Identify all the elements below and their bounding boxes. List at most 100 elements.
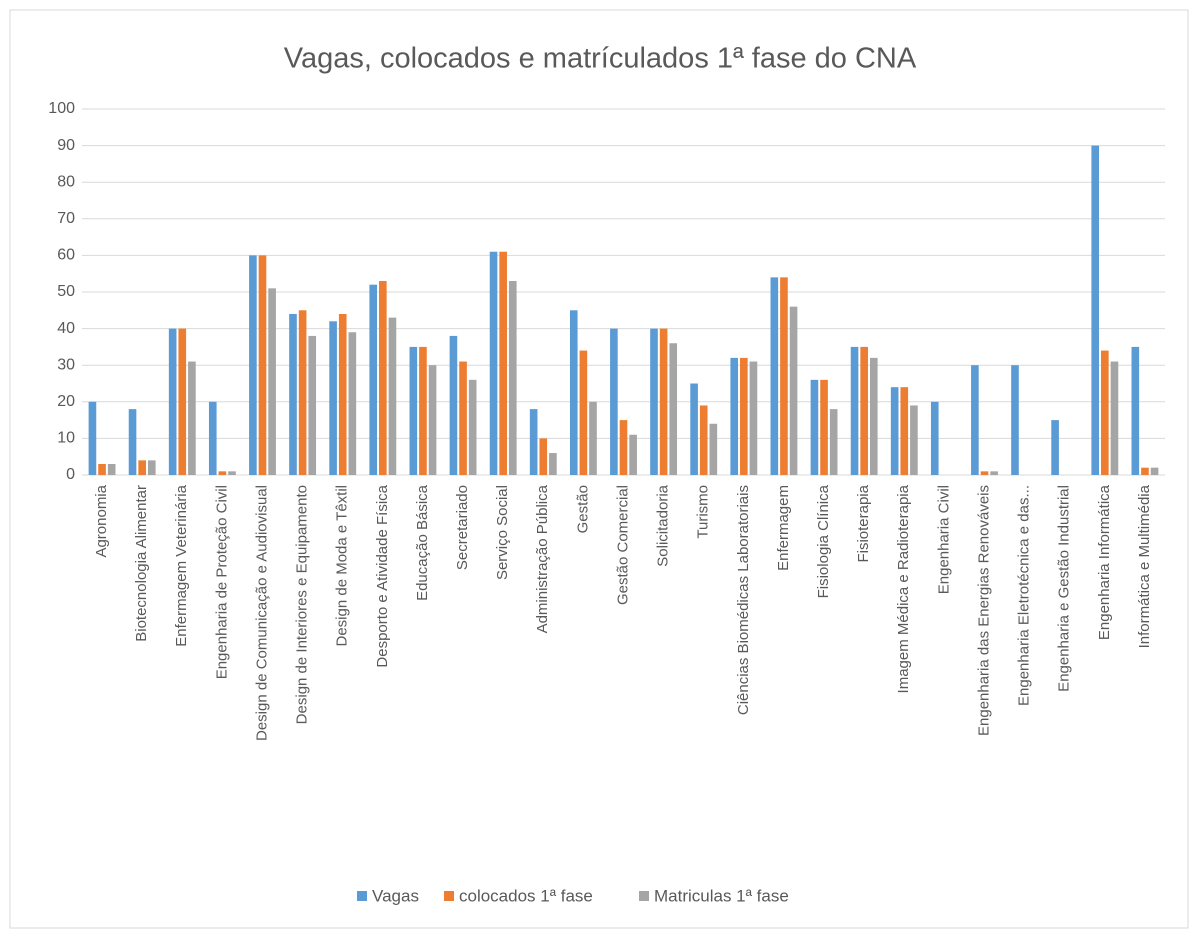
- bar: [138, 460, 146, 475]
- y-tick-label: 80: [57, 173, 75, 190]
- bar: [168, 328, 177, 475]
- x-tick-label: Administração Pública: [534, 484, 551, 633]
- bar: [650, 328, 658, 475]
- bar: [258, 255, 267, 475]
- bar: [1101, 350, 1109, 475]
- y-tick-label: 60: [57, 247, 75, 264]
- bar: [789, 306, 798, 475]
- bar: [930, 401, 939, 475]
- bar: [740, 357, 748, 475]
- y-tick-label: 50: [57, 283, 75, 300]
- x-tick-label: Design de Moda e Têxtil: [334, 485, 351, 646]
- bar: [459, 361, 467, 475]
- chart-frame: [9, 9, 1189, 929]
- y-tick-label: 100: [48, 100, 75, 117]
- x-tick-label: Serviço Social: [494, 485, 511, 580]
- bar: [549, 453, 557, 475]
- bar: [850, 346, 859, 475]
- x-tick-label: Enfermagem Veterinária: [173, 484, 190, 646]
- bar: [971, 365, 979, 475]
- bar: [289, 313, 297, 475]
- bar: [669, 343, 678, 475]
- bar: [249, 255, 257, 475]
- bar: [499, 251, 507, 475]
- bar: [990, 471, 998, 475]
- x-tick-label: Desporto e Atividade Física: [374, 484, 391, 667]
- x-tick-label: Solicitadoria: [655, 484, 672, 566]
- bar: [810, 379, 819, 475]
- y-tick-label: 20: [57, 393, 75, 410]
- bar: [539, 438, 548, 475]
- bar: [348, 332, 357, 475]
- bar: [820, 379, 828, 475]
- x-tick-label: Fisiologia Clínica: [815, 484, 832, 598]
- x-tick-label: Fisioterapia: [855, 484, 872, 562]
- x-tick-label: Engenharia Eletrotécnica e das...: [1016, 485, 1033, 706]
- x-tick-label: Design de Comunicação e Audiovisual: [253, 485, 270, 741]
- x-tick-label: Imagem Médica e Radioterapia: [895, 484, 912, 693]
- bar: [1141, 467, 1149, 475]
- bar: [147, 460, 156, 475]
- bar: [298, 310, 307, 475]
- x-tick-label: Engenharia e Gestão Industrial: [1056, 485, 1073, 692]
- bar: [338, 313, 347, 475]
- y-tick-label: 30: [57, 356, 75, 373]
- bar: [529, 409, 538, 475]
- bar: [730, 357, 739, 475]
- bar: [1150, 467, 1159, 475]
- legend-label: Vagas: [372, 886, 419, 905]
- bar: [890, 387, 899, 475]
- bar: [690, 383, 698, 475]
- bar: [699, 405, 708, 475]
- x-tick-label: Agronomia: [93, 484, 110, 557]
- x-tick-label: Engenharia Civil: [935, 485, 952, 594]
- x-tick-label: Engenharia Informática: [1096, 484, 1113, 640]
- bar: [629, 434, 637, 475]
- bar: [1110, 361, 1119, 475]
- bar: [188, 361, 196, 475]
- bar: [569, 310, 578, 475]
- x-tick-label: Ciências Biomédicas Laboratoriais: [735, 485, 752, 715]
- y-tick-label: 0: [66, 466, 75, 483]
- bar: [1131, 346, 1140, 475]
- bar: [98, 464, 106, 475]
- bar: [409, 346, 418, 475]
- bar: [619, 420, 628, 475]
- bar: [659, 328, 668, 475]
- bar: [1011, 365, 1019, 475]
- x-tick-label: Engenharia de Proteção Civil: [213, 485, 230, 679]
- bar: [829, 409, 838, 475]
- y-tick-label: 70: [57, 210, 75, 227]
- bar: [468, 379, 477, 475]
- bar: [107, 464, 116, 475]
- legend-swatch: [639, 891, 649, 901]
- bar: [329, 321, 337, 475]
- bar: [208, 401, 217, 475]
- x-tick-label: Secretariado: [454, 485, 471, 570]
- legend-swatch: [357, 891, 367, 901]
- bar: [749, 361, 758, 475]
- bar: [268, 288, 276, 475]
- bar: [308, 335, 317, 475]
- bar: [980, 471, 989, 475]
- y-tick-label: 40: [57, 320, 75, 337]
- chart-title: Vagas, colocados e matrículados 1ª fase …: [284, 43, 917, 75]
- bar: [770, 277, 779, 475]
- bar: [128, 409, 137, 475]
- bar: [379, 281, 387, 475]
- bar: [489, 251, 498, 475]
- bar: [428, 365, 437, 475]
- bar: [1051, 420, 1059, 475]
- bar: [860, 346, 868, 475]
- bar: [589, 401, 597, 475]
- bar: [449, 335, 458, 475]
- legend-swatch: [444, 891, 454, 901]
- bar: [900, 387, 909, 475]
- x-tick-label: Turismo: [695, 485, 712, 539]
- bar: [780, 277, 788, 475]
- bar: [218, 471, 227, 475]
- x-tick-label: Informática e Multimédia: [1136, 484, 1153, 648]
- bar: [178, 328, 187, 475]
- bar: [610, 328, 618, 475]
- bar: [709, 423, 718, 475]
